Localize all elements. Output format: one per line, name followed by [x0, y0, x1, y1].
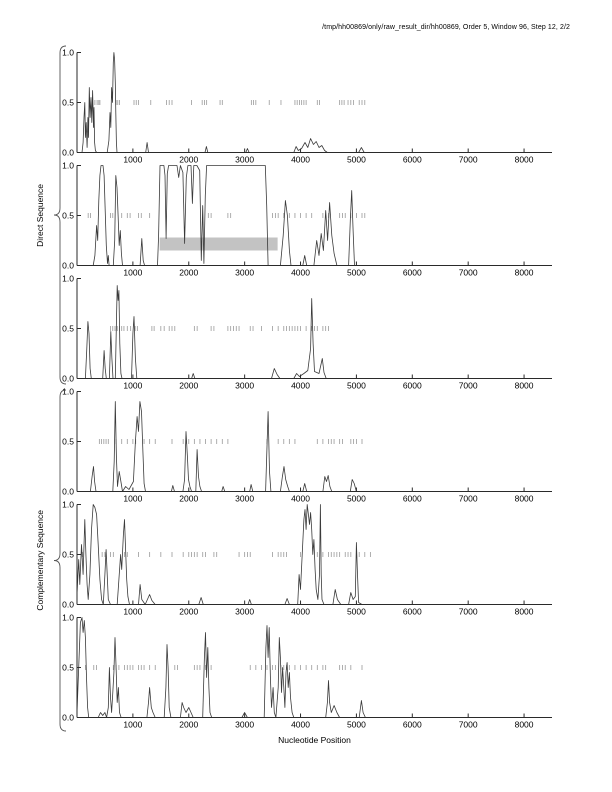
- x-tick-label: 4000: [291, 268, 310, 278]
- y-tick-label: 0.5: [62, 437, 74, 447]
- x-tick-label: 5000: [347, 494, 366, 504]
- probability-curve: [77, 401, 552, 492]
- y-tick-label: 1.0: [62, 613, 74, 623]
- x-tick-label: 5000: [347, 607, 366, 617]
- probability-curve: [77, 165, 552, 266]
- x-tick-label: 8000: [515, 155, 534, 165]
- x-tick-label: 4000: [291, 720, 310, 730]
- x-tick-label: 6000: [403, 268, 422, 278]
- x-tick-label: 8000: [515, 381, 534, 391]
- probability-curve: [77, 285, 552, 379]
- x-tick-label: 1000: [123, 494, 142, 504]
- y-tick-label: 1.0: [62, 274, 74, 284]
- x-tick-label: 2000: [179, 607, 198, 617]
- direct-group-brace: [53, 45, 67, 385]
- x-tick-label: 1000: [123, 381, 142, 391]
- x-axis-label: Nucleotide Position: [278, 735, 351, 745]
- x-tick-label: 8000: [515, 268, 534, 278]
- x-tick-label: 7000: [459, 155, 478, 165]
- x-tick-label: 1000: [123, 607, 142, 617]
- x-tick-label: 7000: [459, 494, 478, 504]
- x-tick-label: 5000: [347, 381, 366, 391]
- x-tick-label: 4000: [291, 155, 310, 165]
- y-tick-label: 1.0: [62, 161, 74, 171]
- y-tick-label: 0.0: [62, 374, 74, 384]
- y-tick-label: 1.0: [62, 500, 74, 510]
- y-tick-label: 0.5: [62, 550, 74, 560]
- x-tick-label: 6000: [403, 494, 422, 504]
- x-tick-label: 7000: [459, 720, 478, 730]
- probability-curve: [76, 504, 552, 605]
- x-tick-label: 3000: [235, 381, 254, 391]
- x-tick-label: 4000: [291, 381, 310, 391]
- x-tick-label: 7000: [459, 381, 478, 391]
- x-tick-label: 3000: [235, 268, 254, 278]
- x-tick-label: 2000: [179, 720, 198, 730]
- x-tick-label: 2000: [179, 494, 198, 504]
- probability-curve: [76, 617, 552, 718]
- x-tick-label: 8000: [515, 607, 534, 617]
- x-tick-label: 6000: [403, 607, 422, 617]
- x-tick-label: 8000: [515, 720, 534, 730]
- x-tick-label: 5000: [347, 268, 366, 278]
- x-tick-label: 2000: [179, 268, 198, 278]
- x-tick-label: 4000: [291, 607, 310, 617]
- probability-curve: [77, 52, 552, 153]
- x-tick-label: 3000: [235, 494, 254, 504]
- x-tick-label: 3000: [235, 155, 254, 165]
- complementary-group-brace: [53, 389, 67, 732]
- y-tick-label: 0.5: [62, 211, 74, 221]
- plot-title: /tmp/hh00869/only/raw_result_dir/hh00869…: [322, 24, 570, 31]
- x-tick-label: 2000: [179, 155, 198, 165]
- x-tick-label: 6000: [403, 720, 422, 730]
- predicted-region-bar: [159, 237, 278, 251]
- y-tick-label: 0.0: [62, 148, 74, 158]
- x-tick-label: 3000: [235, 607, 254, 617]
- x-tick-label: 7000: [459, 607, 478, 617]
- x-tick-label: 1000: [123, 720, 142, 730]
- x-tick-label: 3000: [235, 720, 254, 730]
- x-tick-label: 8000: [515, 494, 534, 504]
- x-tick-label: 5000: [347, 155, 366, 165]
- y-tick-label: 0.0: [62, 261, 74, 271]
- x-tick-label: 1000: [123, 268, 142, 278]
- y-tick-label: 0.0: [62, 713, 74, 723]
- y-tick-label: 0.0: [62, 487, 74, 497]
- y-tick-label: 0.5: [62, 324, 74, 334]
- x-tick-label: 6000: [403, 155, 422, 165]
- y-tick-label: 1.0: [62, 48, 74, 58]
- x-tick-label: 6000: [403, 381, 422, 391]
- x-tick-label: 1000: [123, 155, 142, 165]
- y-tick-label: 0.5: [62, 663, 74, 673]
- y-tick-label: 0.5: [62, 98, 74, 108]
- y-tick-label: 1.0: [62, 387, 74, 397]
- x-tick-label: 5000: [347, 720, 366, 730]
- x-tick-label: 2000: [179, 381, 198, 391]
- x-tick-label: 4000: [291, 494, 310, 504]
- x-tick-label: 7000: [459, 268, 478, 278]
- y-tick-label: 0.0: [62, 600, 74, 610]
